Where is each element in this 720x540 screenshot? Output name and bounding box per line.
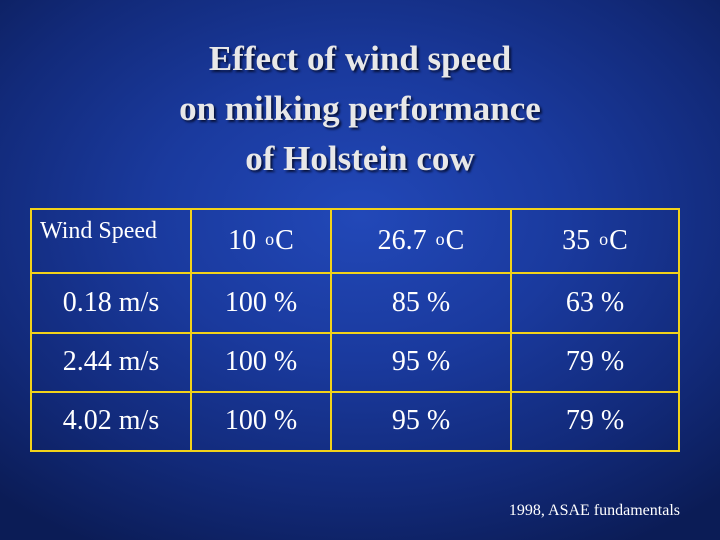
row-wind-speed: 4.02 m/s <box>30 390 192 453</box>
table-cell: 95 % <box>330 390 512 453</box>
title-line-2: on milking performance <box>179 89 541 128</box>
table-row: 0.18 m/s 100 % 85 % 63 % <box>30 272 680 334</box>
header-temp-10: 10 oC <box>190 207 332 275</box>
header-temp-35: 35 oC <box>510 207 680 275</box>
slide-title: Effect of wind speed on milking performa… <box>0 34 720 184</box>
table-cell: 100 % <box>190 331 332 393</box>
table-cell: 63 % <box>510 272 680 334</box>
row-wind-speed: 0.18 m/s <box>30 272 192 334</box>
table-row: 4.02 m/s 100 % 95 % 79 % <box>30 390 680 453</box>
table-cell: 95 % <box>330 331 512 393</box>
source-citation: 1998, ASAE fundamentals <box>508 502 680 519</box>
table-cell: 85 % <box>330 272 512 334</box>
table-row: 2.44 m/s 100 % 95 % 79 % <box>30 331 680 393</box>
table-cell: 79 % <box>510 390 680 453</box>
title-line-1: Effect of wind speed <box>208 39 512 78</box>
title-line-3: of Holstein cow <box>245 139 475 178</box>
table-cell: 79 % <box>510 331 680 393</box>
row-wind-speed: 2.44 m/s <box>30 331 192 393</box>
milking-performance-table: Wind Speed 10 oC 26.7 oC 35 oC 0.18 m/s … <box>30 207 680 453</box>
header-temp-26-7: 26.7 oC <box>330 207 512 275</box>
header-wind-speed: Wind Speed <box>30 207 192 275</box>
table-cell: 100 % <box>190 272 332 334</box>
table-header-row: Wind Speed 10 oC 26.7 oC 35 oC <box>30 207 680 275</box>
table-cell: 100 % <box>190 390 332 453</box>
